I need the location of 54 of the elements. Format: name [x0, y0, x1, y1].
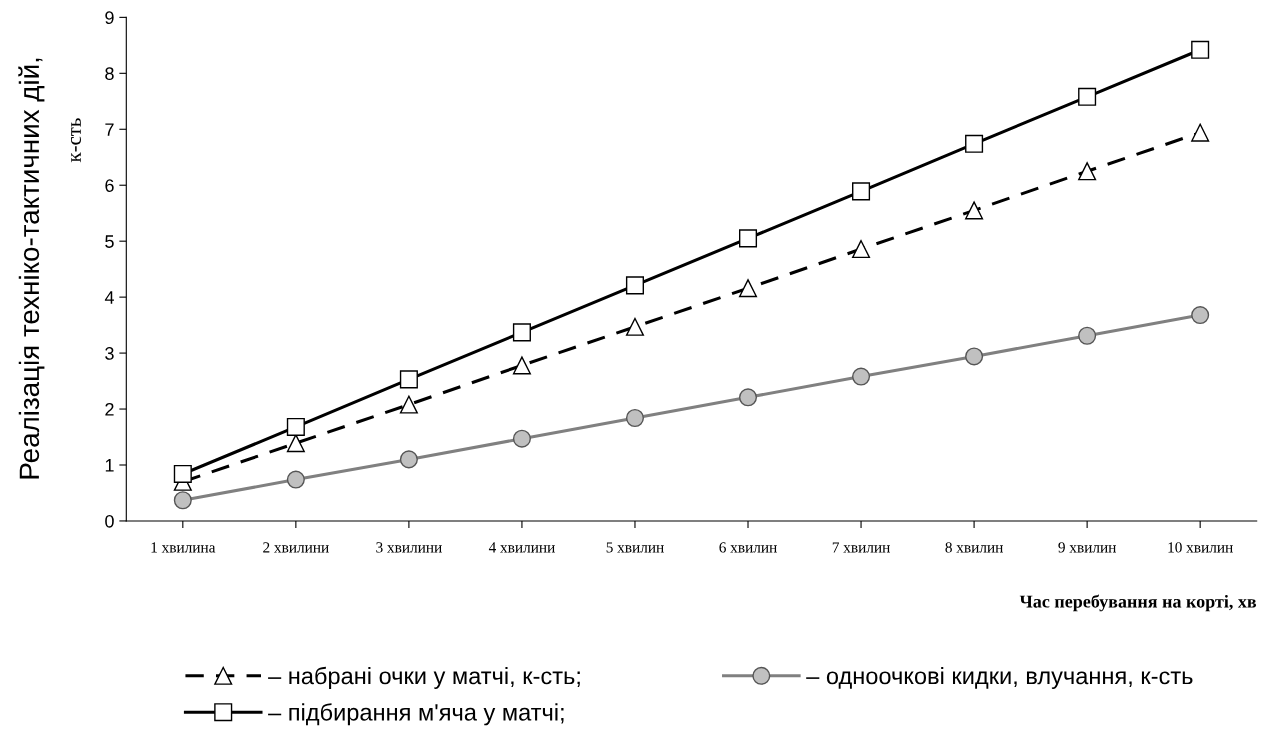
x-tick-label: 1 хвилина: [151, 542, 216, 553]
x-tick-label: 7 хвилин: [832, 542, 890, 553]
y-tick-label: 9: [105, 11, 114, 25]
point: [1078, 326, 1097, 345]
point: [286, 470, 305, 489]
x-tick-label: 6 хвилин: [719, 542, 777, 553]
x-tick-label: 5 хвилин: [606, 542, 664, 553]
point: [1078, 87, 1097, 106]
point: [286, 434, 305, 453]
y-tick-label: 7: [105, 123, 114, 136]
point: [512, 356, 531, 375]
point: [399, 395, 418, 414]
y-tick-label: 1: [105, 459, 114, 472]
point: [738, 388, 758, 407]
point: [399, 370, 418, 389]
point: [965, 347, 984, 366]
point: [625, 276, 645, 295]
y-tick-label: 5: [105, 235, 114, 248]
point: [738, 279, 758, 298]
legend-label: – набрані очки у матчі, к-сть;: [268, 666, 580, 689]
point: [1191, 306, 1210, 325]
x-tick-label: 10 хвилин: [1168, 542, 1233, 553]
y-tick-label: 2: [105, 402, 114, 416]
point: [1191, 123, 1210, 142]
x-tick-label: 3 хвилини: [376, 542, 442, 553]
point: [173, 491, 192, 510]
x-axis-title: Час перебування на корті, хв: [1019, 594, 1257, 612]
point: [512, 323, 531, 342]
legend-label: – одноочкові кидки, влучання, к-сть: [806, 666, 1193, 689]
point: [852, 182, 871, 201]
x-tick-label: 4 хвилини: [488, 542, 555, 553]
x-tick-label: 9 хвилин: [1058, 542, 1116, 553]
point: [286, 417, 305, 436]
y-tick-label: 0: [105, 514, 114, 528]
x-tick-label: 2 хвилини: [263, 542, 329, 553]
y-tick-label: 3: [105, 347, 114, 360]
point: [965, 134, 984, 153]
legend-label: – підбирання м'яча у матчі;: [268, 703, 564, 726]
y-tick-label: 6: [105, 179, 114, 192]
y-tick-label: 8: [105, 67, 114, 81]
point: [625, 317, 645, 336]
point: [1078, 162, 1097, 181]
point: [1191, 40, 1210, 59]
y-tick-label: 4: [104, 291, 114, 304]
x-tick-label: 8 хвилин: [945, 542, 1003, 553]
point: [852, 239, 871, 259]
point: [399, 450, 418, 469]
point: [738, 229, 758, 248]
point: [512, 429, 531, 448]
point: [625, 408, 645, 428]
y-axis-title: Реалізація техніко-тактичних дій, к-сть: [18, 58, 81, 479]
point: [965, 201, 984, 220]
point: [173, 464, 192, 483]
point: [852, 367, 871, 386]
